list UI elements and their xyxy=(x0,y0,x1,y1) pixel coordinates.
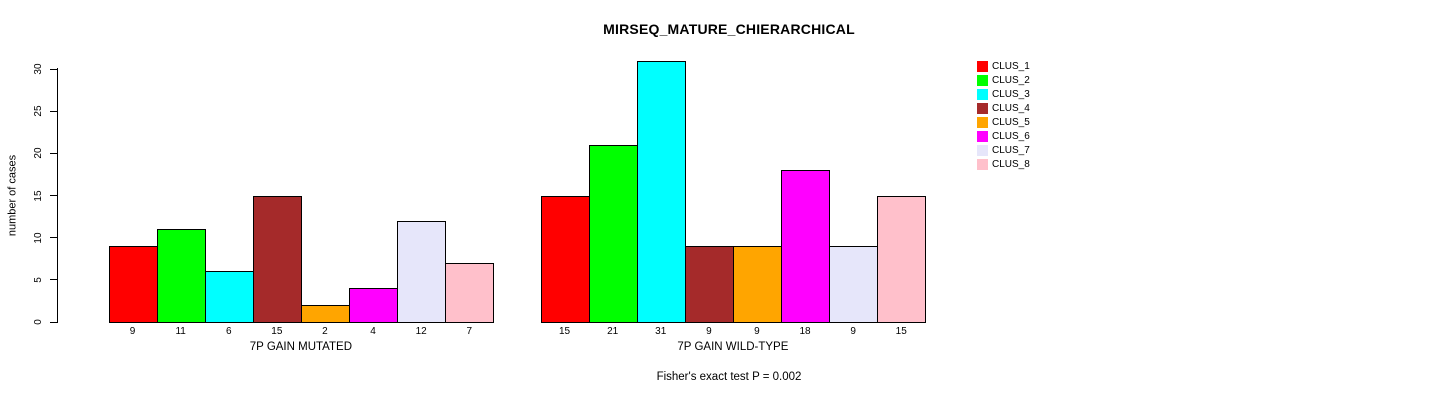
bar-value-label: 4 xyxy=(370,326,376,337)
legend-item: CLUS_3 xyxy=(977,89,1030,100)
legend-label: CLUS_5 xyxy=(992,117,1030,128)
bar-clus_3 xyxy=(636,60,686,323)
x-group-label: 7P GAIN WILD-TYPE xyxy=(677,341,789,353)
bar-value-label: 9 xyxy=(850,326,856,337)
bar-value-label: 18 xyxy=(799,326,811,337)
legend-swatch-clus_7 xyxy=(977,145,988,156)
y-tick-mark xyxy=(50,110,58,112)
legend-item: CLUS_4 xyxy=(977,103,1030,114)
y-axis-label: number of cases xyxy=(6,154,19,237)
bar-value-label: 15 xyxy=(271,326,283,337)
y-tick-label: 30 xyxy=(33,63,44,75)
legend-item: CLUS_1 xyxy=(977,61,1030,72)
legend-label: CLUS_1 xyxy=(992,61,1030,72)
y-tick-label: 20 xyxy=(33,147,44,159)
legend-item: CLUS_5 xyxy=(977,117,1030,128)
x-group-label: 7P GAIN MUTATED xyxy=(249,341,353,353)
legend-swatch-clus_1 xyxy=(977,61,988,72)
bar-clus_2 xyxy=(156,229,206,323)
y-tick-label: 15 xyxy=(33,189,44,202)
legend-swatch-clus_8 xyxy=(977,159,988,170)
bar-value-label: 15 xyxy=(895,326,907,337)
legend-item: CLUS_7 xyxy=(977,145,1030,156)
bar-clus_5 xyxy=(300,305,350,323)
bar-value-label: 6 xyxy=(225,326,232,337)
bar-value-label: 31 xyxy=(655,326,667,337)
bar-value-label: 9 xyxy=(754,326,760,337)
legend-swatch-clus_6 xyxy=(977,131,988,142)
legend-label: CLUS_7 xyxy=(992,145,1030,156)
y-tick-label: 25 xyxy=(33,105,44,117)
bar-value-label: 15 xyxy=(558,326,571,337)
bar-clus_2 xyxy=(588,144,638,323)
legend-label: CLUS_4 xyxy=(992,103,1030,114)
bar-clus_6 xyxy=(349,288,399,323)
legend-label: CLUS_3 xyxy=(992,89,1030,100)
y-tick-label: 0 xyxy=(33,319,44,325)
legend: CLUS_1 CLUS_2 CLUS_3 CLUS_4 CLUS_5 CLUS_6 CLUS… xyxy=(977,61,1030,173)
stat-test-note: Fisher's exact test P = 0.002 xyxy=(656,371,802,383)
legend-item: CLUS_2 xyxy=(977,75,1030,86)
y-tick-mark xyxy=(50,195,58,196)
bar-clus_6 xyxy=(781,170,831,323)
bar-value-label: 2 xyxy=(322,326,328,337)
bar-clus_8 xyxy=(877,195,927,323)
bar-clus_7 xyxy=(829,246,879,323)
y-tick-label: 10 xyxy=(33,232,44,244)
bar-clus_4 xyxy=(252,195,302,323)
bar-clus_8 xyxy=(445,262,495,323)
bar-value-label: 7 xyxy=(466,326,473,337)
bar-value-label: 9 xyxy=(706,326,712,337)
bar-value-label: 21 xyxy=(607,326,619,337)
y-tick-mark xyxy=(50,237,58,239)
legend-swatch-clus_3 xyxy=(977,89,988,100)
bar-clus_1 xyxy=(108,246,158,323)
legend-swatch-clus_4 xyxy=(977,103,988,114)
bar-value-label: 12 xyxy=(415,326,427,337)
bar-value-label: 9 xyxy=(129,326,136,337)
y-tick-mark xyxy=(50,321,58,323)
y-tick-label: 5 xyxy=(33,277,44,283)
legend-item: CLUS_6 xyxy=(977,131,1030,142)
y-tick-mark xyxy=(50,279,58,281)
legend-item: CLUS_8 xyxy=(977,159,1030,170)
legend-label: CLUS_8 xyxy=(992,159,1030,170)
bar-clus_5 xyxy=(732,246,782,323)
chart-title: MIRSEQ_MATURE_CHIERARCHICAL xyxy=(603,21,855,37)
legend-swatch-clus_2 xyxy=(977,75,988,86)
bar-clus_7 xyxy=(397,220,447,323)
legend-label: CLUS_2 xyxy=(992,75,1030,86)
legend-swatch-clus_5 xyxy=(977,117,988,128)
bar-clus_4 xyxy=(684,246,734,323)
legend-label: CLUS_6 xyxy=(992,131,1030,142)
bar-clus_1 xyxy=(540,195,590,323)
bar-clus_3 xyxy=(204,271,254,323)
bar-value-label: 11 xyxy=(175,326,186,337)
y-tick-mark xyxy=(50,152,58,154)
y-tick-mark xyxy=(50,68,58,70)
